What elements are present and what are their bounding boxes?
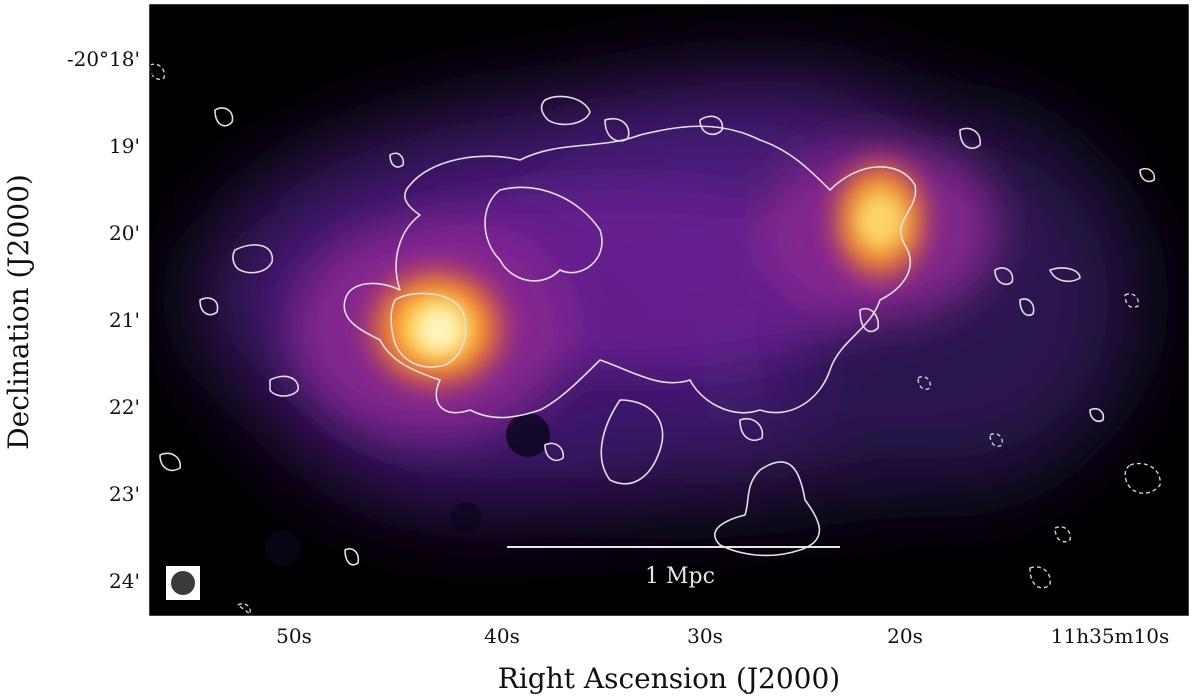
y-axis-title: Declination (J2000)	[2, 174, 35, 450]
scale-bar-label: 1 Mpc	[645, 564, 715, 589]
xray-emission-map: 1 Mpc	[150, 5, 1188, 615]
x-tick-labels: 50s 40s 30s 20s 11h35m10s	[276, 624, 1169, 648]
y-tick-label: 19'	[109, 134, 140, 158]
x-tick-label: 20s	[887, 624, 923, 648]
y-tick-labels: -20°18' 19' 20' 21' 22' 23' 24'	[67, 47, 140, 593]
y-tick-label: 21'	[109, 308, 140, 332]
x-tick-label: 11h35m10s	[1051, 624, 1169, 648]
x-tick-label: 30s	[687, 624, 723, 648]
y-tick-label: 22'	[109, 395, 140, 419]
negative-contours	[150, 63, 1161, 615]
radio-contours	[159, 95, 1156, 566]
y-tick-label: 23'	[109, 482, 140, 506]
x-tick-label: 40s	[484, 624, 520, 648]
y-tick-label: 20'	[109, 221, 140, 245]
beam-ellipse	[171, 571, 195, 595]
y-tick-label: -20°18'	[67, 47, 140, 71]
y-tick-label: 24'	[109, 569, 140, 593]
x-axis-title: Right Ascension (J2000)	[498, 662, 840, 695]
axis-ticks	[150, 5, 1188, 615]
x-tick-label: 50s	[276, 624, 312, 648]
